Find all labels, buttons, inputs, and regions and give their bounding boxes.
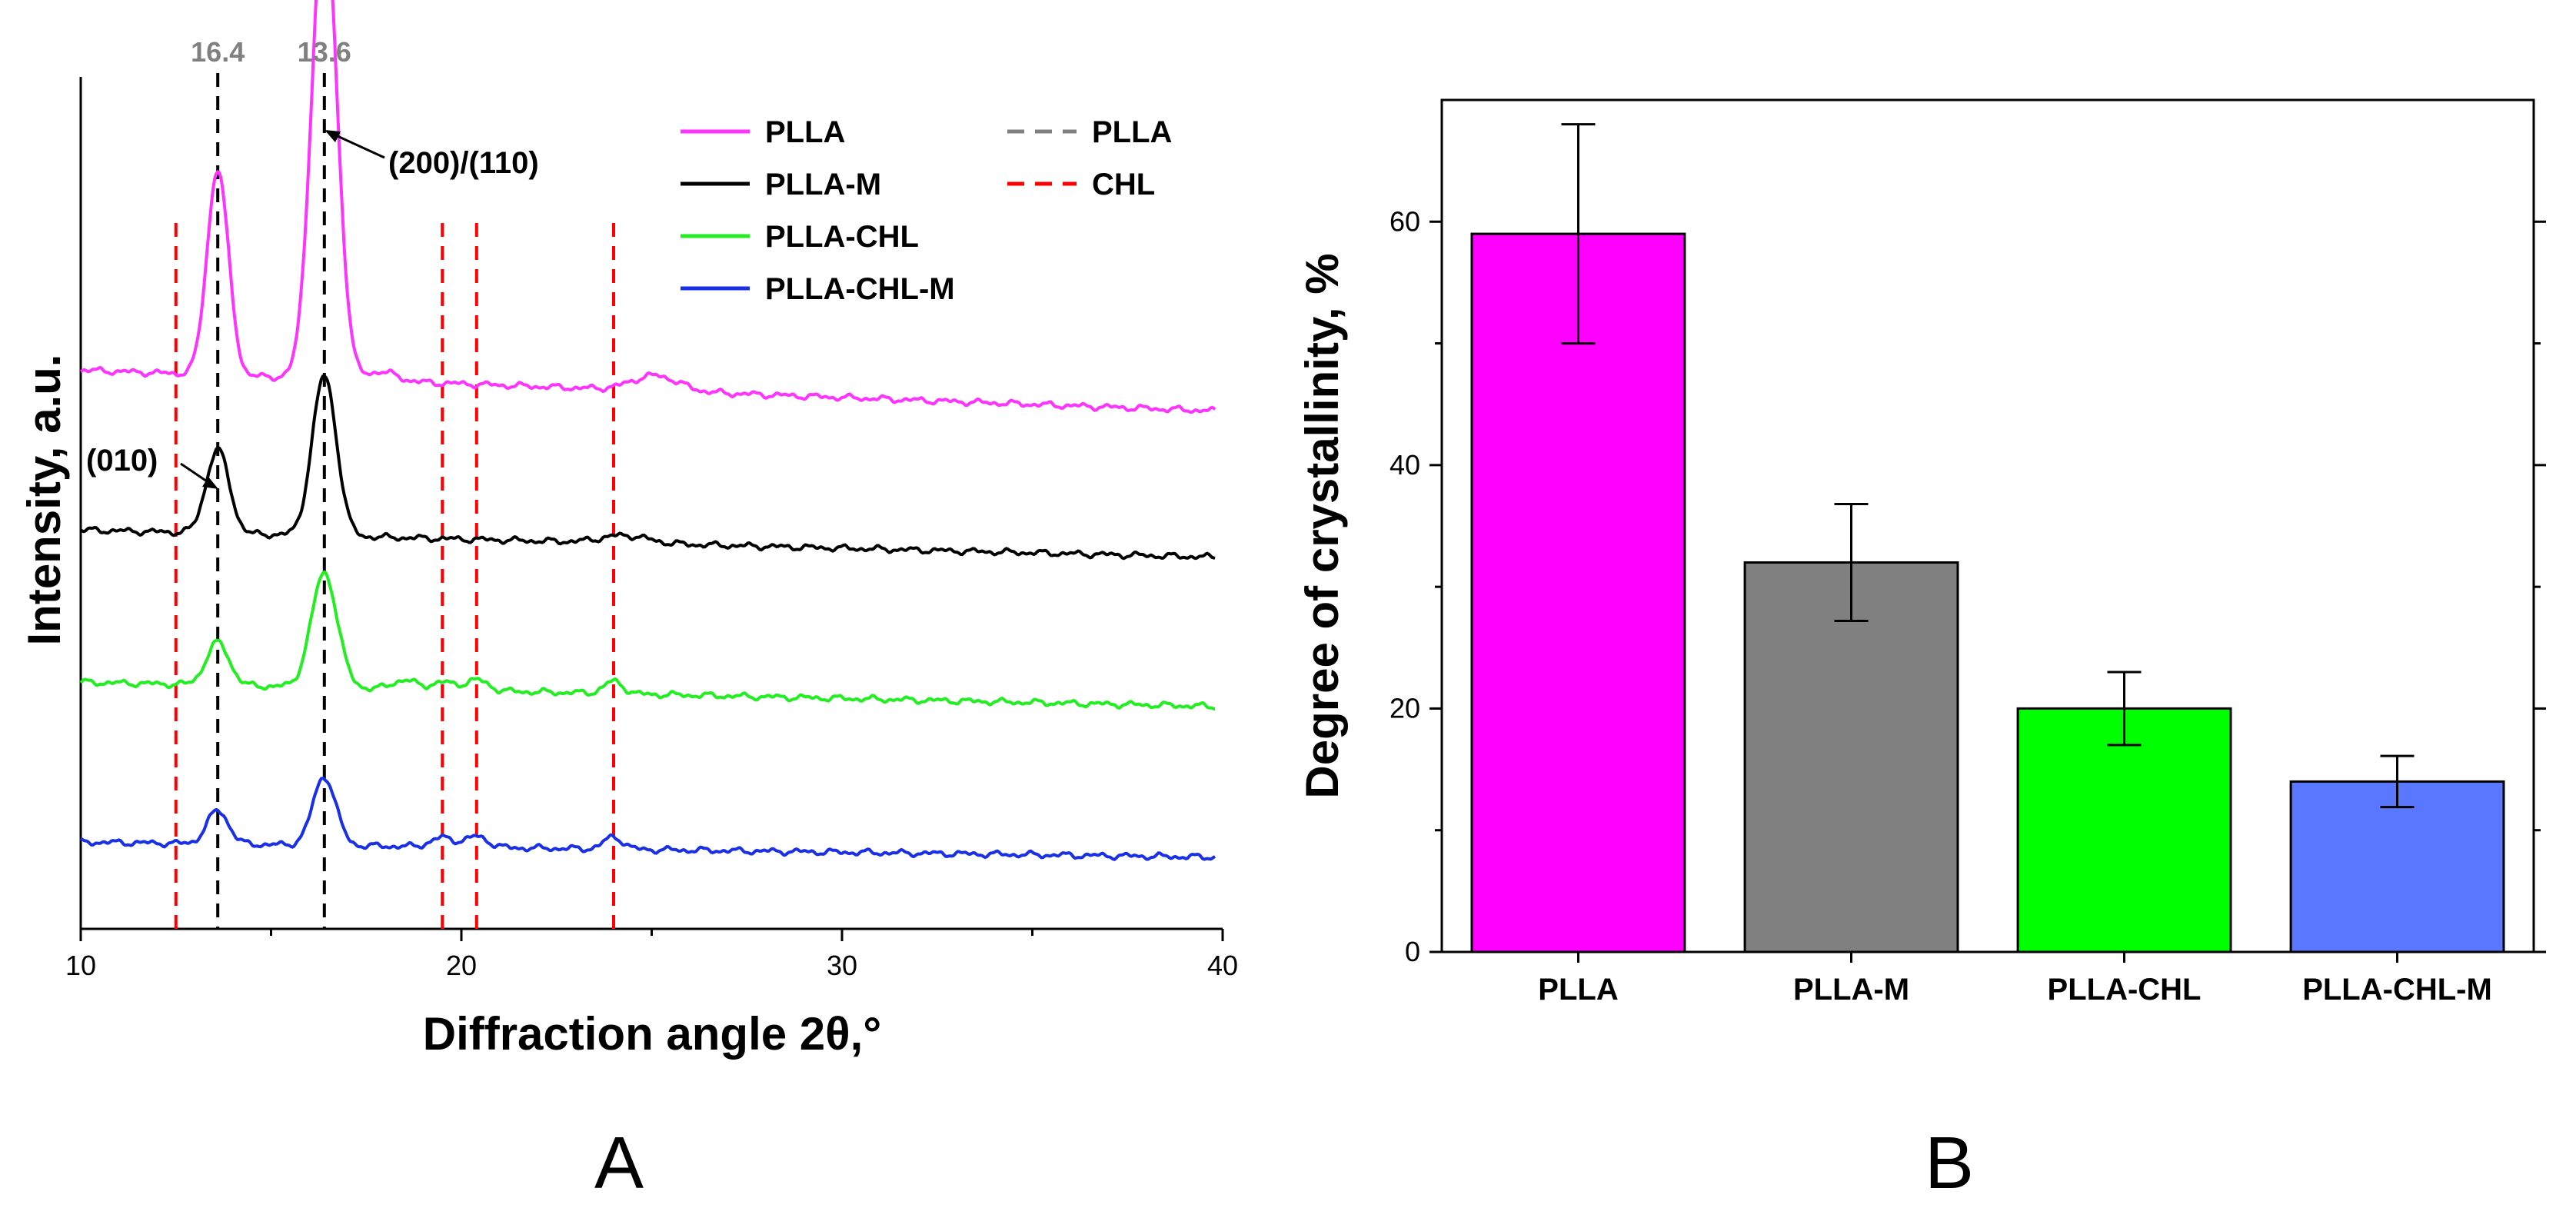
plot-a-legend: PLLA PLLA-M PLLA-CHL PLLA-CHL-M PLLA CHL: [681, 115, 1172, 306]
bar-plla-chl-m: [2289, 780, 2505, 953]
annotation-200-110-arrowhead: [324, 130, 341, 142]
y-tick-label: 40: [1390, 449, 1420, 481]
series-line-plla-m: [80, 374, 1216, 561]
y-tick-label: 60: [1390, 205, 1420, 237]
panel-label-b: B: [1925, 1122, 1974, 1204]
x-tick-label: 40: [1207, 950, 1238, 981]
series-line-plla: [80, 0, 1216, 414]
legend-label: PLLA-CHL: [765, 220, 919, 254]
legend-label: PLLA: [1092, 115, 1172, 149]
peak-label: 16.4: [191, 36, 245, 68]
bar-plla-chl: [2016, 707, 2232, 953]
plot-b-frame: [1440, 98, 2535, 953]
plot-b-y-axis-title: Degree of crystallinity, %: [1296, 253, 1348, 798]
annotation-010-arrowhead: [202, 477, 218, 489]
y-tick-label: 0: [1405, 936, 1420, 967]
bar-plla-m: [1743, 561, 1959, 953]
xrd-chart: 10 20 30 40 16.4 13.6 (200)/(110) (010) Diff…: [18, 0, 1238, 1204]
legend-label: PLLA-M: [765, 168, 881, 201]
annotation-010: (010): [86, 444, 158, 478]
plot-a-x-axis-title: Diffraction angle 2θ,°: [423, 1008, 882, 1060]
category-label: PLLA-CHL-M: [2302, 973, 2492, 1007]
plot-a-y-axis-title: Intensity, a.u.: [18, 354, 70, 646]
series-line-plla-chl-m: [79, 776, 1216, 861]
x-tick-label: 30: [827, 950, 857, 981]
x-tick-label: 10: [65, 950, 96, 981]
annotation-200-110: (200)/(110): [388, 146, 539, 180]
category-label: PLLA-CHL: [2048, 973, 2202, 1007]
legend-label: PLLA-CHL-M: [765, 272, 955, 306]
panel-label-a: A: [594, 1122, 644, 1204]
legend-label: CHL: [1092, 168, 1155, 201]
category-label: PLLA-M: [1793, 973, 1909, 1007]
y-tick-label: 20: [1390, 692, 1420, 724]
category-label: PLLA: [1538, 973, 1618, 1007]
series-line-plla-chl: [79, 570, 1216, 711]
x-tick-label: 20: [446, 950, 477, 981]
crystallinity-bar-chart: 0 20 40 60 PLLA PLLA-M PLLA-CHL PLLA-CHL-M Deg…: [1296, 98, 2546, 1204]
legend-label: PLLA: [765, 115, 845, 149]
peak-label: 13.6: [298, 36, 351, 68]
annotation-200-110-arrow: [328, 131, 385, 159]
